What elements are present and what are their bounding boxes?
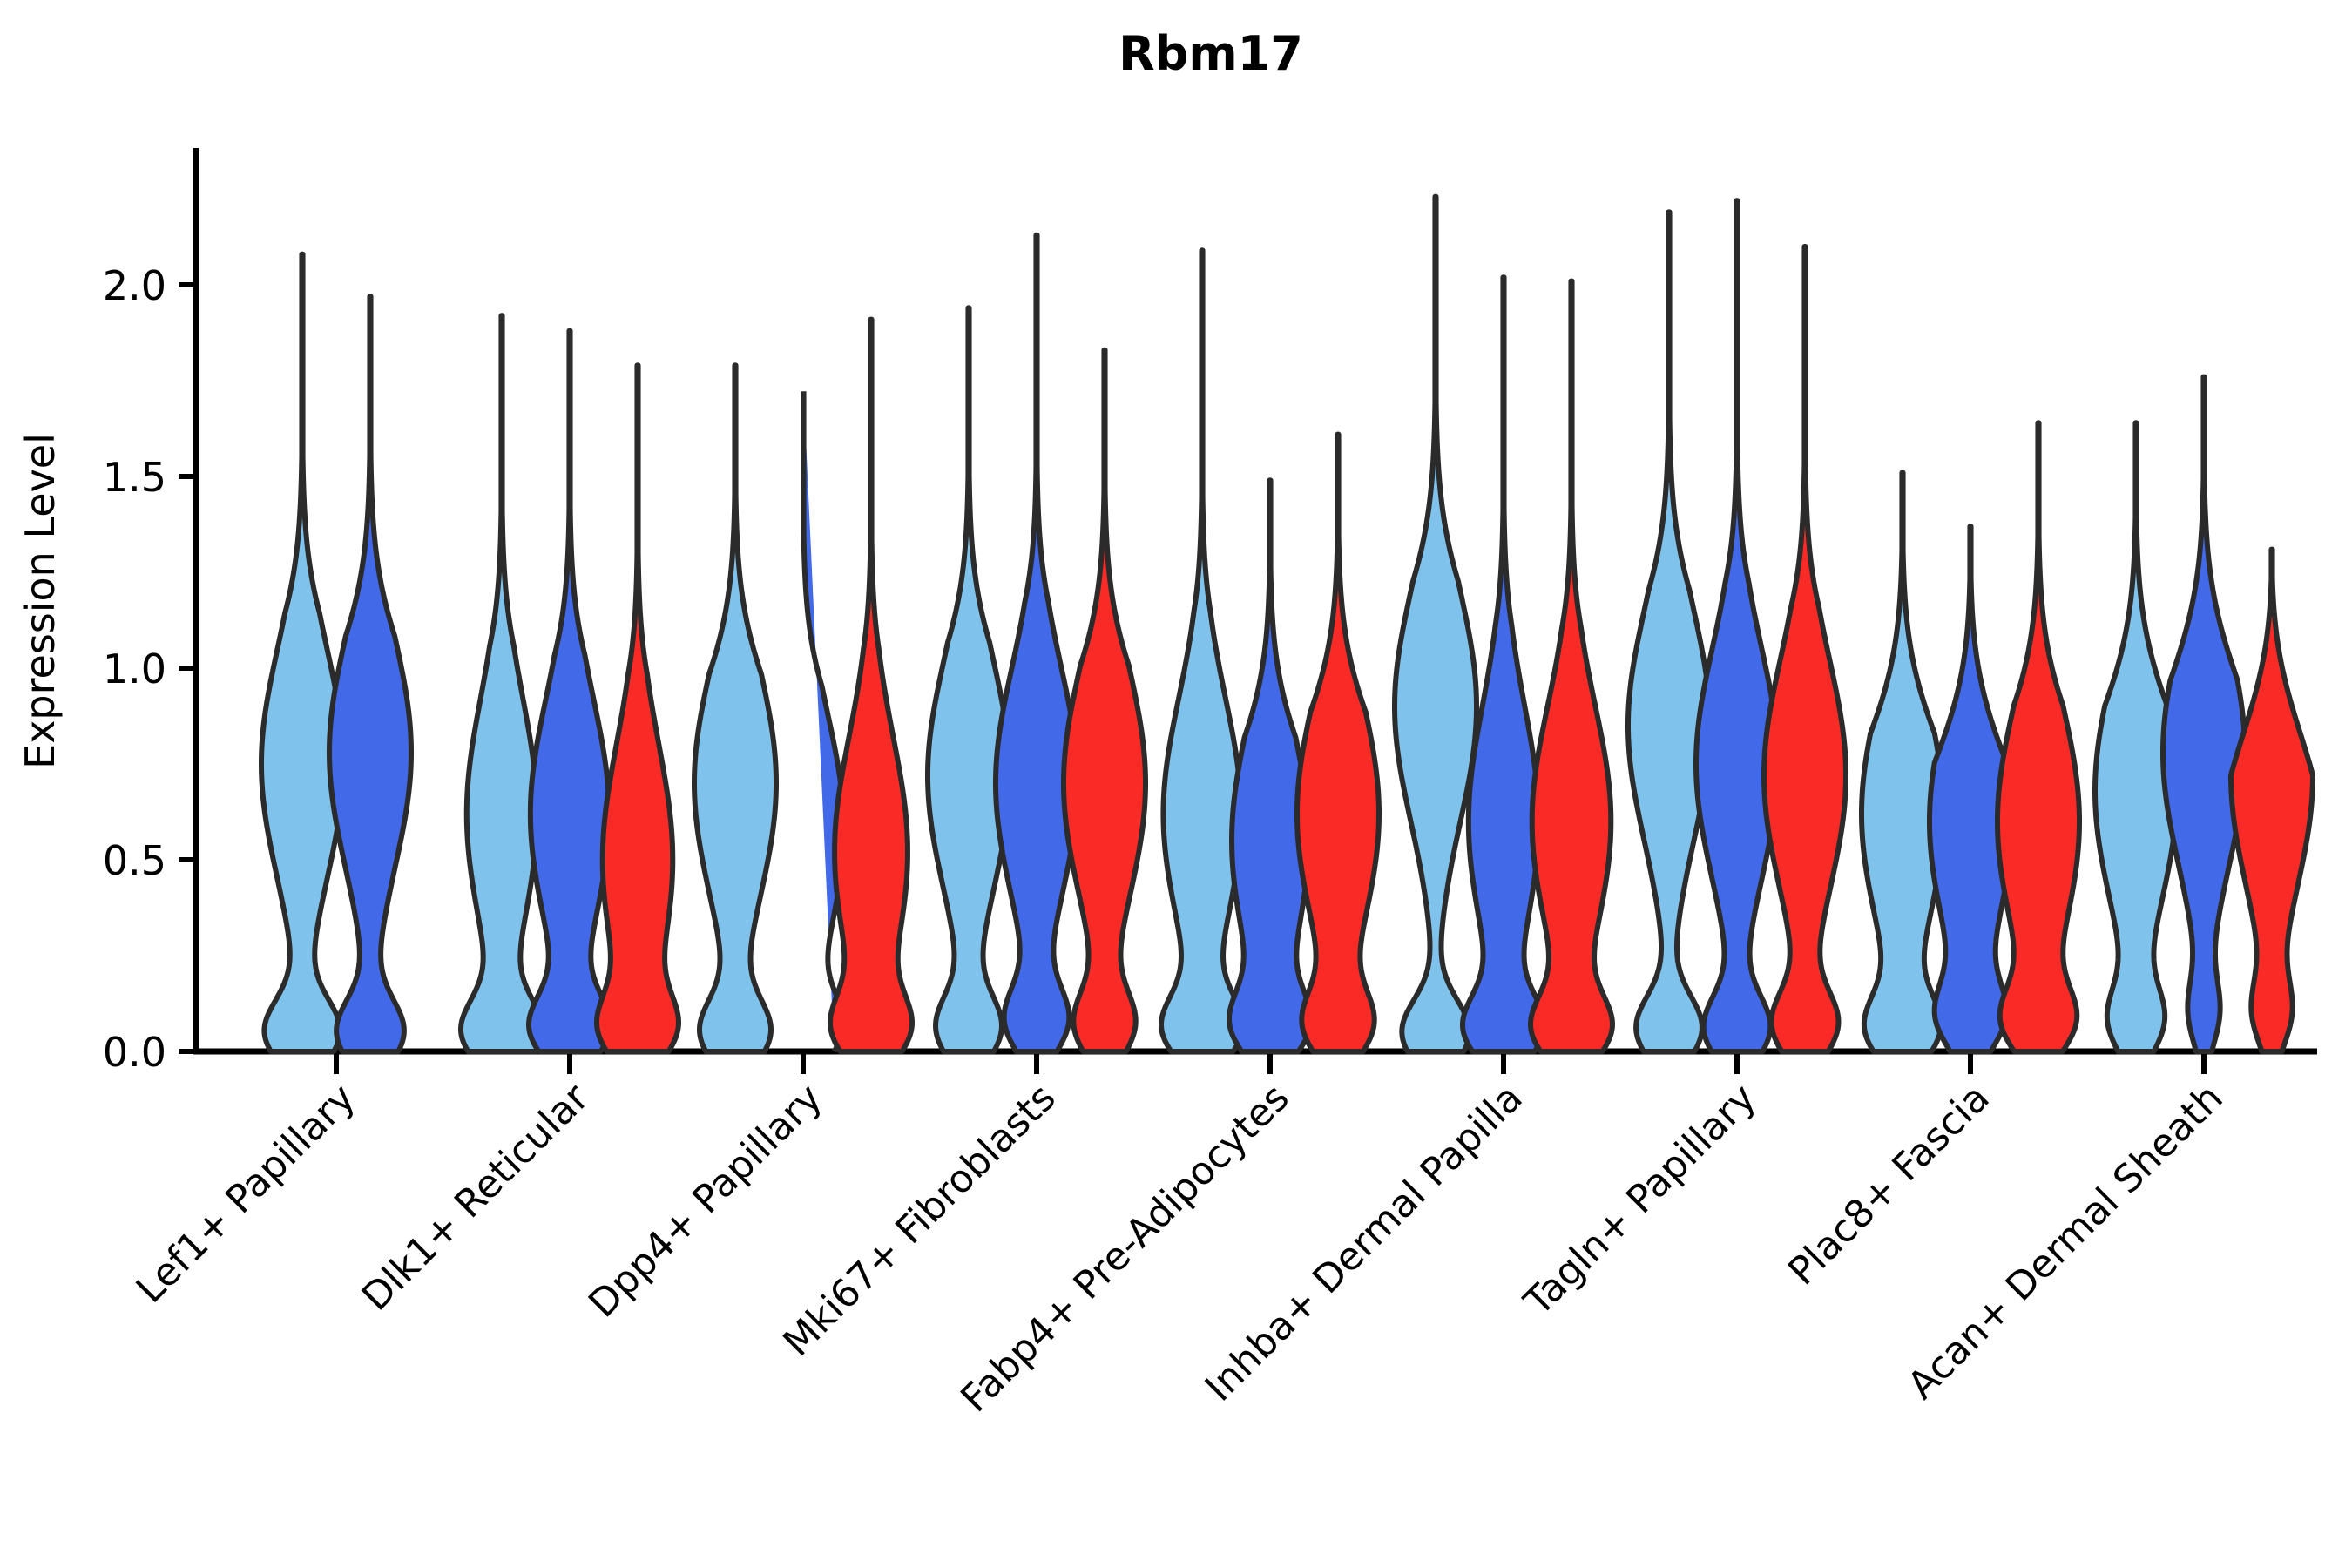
violin-shape[interactable] bbox=[1528, 278, 1615, 1054]
violin-group bbox=[1625, 198, 1848, 1054]
violin-group bbox=[2092, 374, 2315, 1054]
violin-group bbox=[692, 316, 915, 1054]
violin-shape[interactable] bbox=[1995, 420, 2082, 1054]
y-axis-ticks: 0.0 0.5 1.0 1.5 2.0 bbox=[103, 262, 196, 1076]
y-tick-label: 0.0 bbox=[103, 1029, 166, 1076]
violin-group bbox=[259, 251, 414, 1054]
y-tick-label: 2.0 bbox=[103, 262, 166, 309]
violin-group bbox=[1392, 193, 1615, 1054]
violin-shapes-layer bbox=[259, 193, 2315, 1054]
violin-group bbox=[1159, 247, 1382, 1054]
violin-shape[interactable] bbox=[828, 316, 915, 1054]
y-tick-label: 0.5 bbox=[103, 837, 166, 884]
violin-shape[interactable] bbox=[327, 294, 414, 1054]
x-axis-ticks bbox=[334, 1051, 2207, 1074]
y-axis-label: Expression Level bbox=[17, 433, 64, 769]
y-axis-label-text: Expression Level bbox=[17, 433, 64, 769]
violin-group bbox=[925, 232, 1148, 1054]
violin-shape[interactable] bbox=[1294, 431, 1382, 1054]
page-title: Rbm17 bbox=[1119, 26, 1303, 81]
violin-shape[interactable] bbox=[1061, 347, 1148, 1054]
violin-shape[interactable] bbox=[692, 362, 779, 1054]
violin-group bbox=[458, 313, 681, 1054]
y-tick-label: 1.0 bbox=[103, 645, 166, 693]
violin-shape[interactable] bbox=[1761, 244, 1848, 1054]
violin-shape[interactable] bbox=[594, 362, 681, 1054]
violin-shape[interactable] bbox=[2228, 546, 2315, 1054]
violin-group bbox=[1859, 420, 2082, 1054]
y-tick-label: 1.5 bbox=[103, 454, 166, 501]
